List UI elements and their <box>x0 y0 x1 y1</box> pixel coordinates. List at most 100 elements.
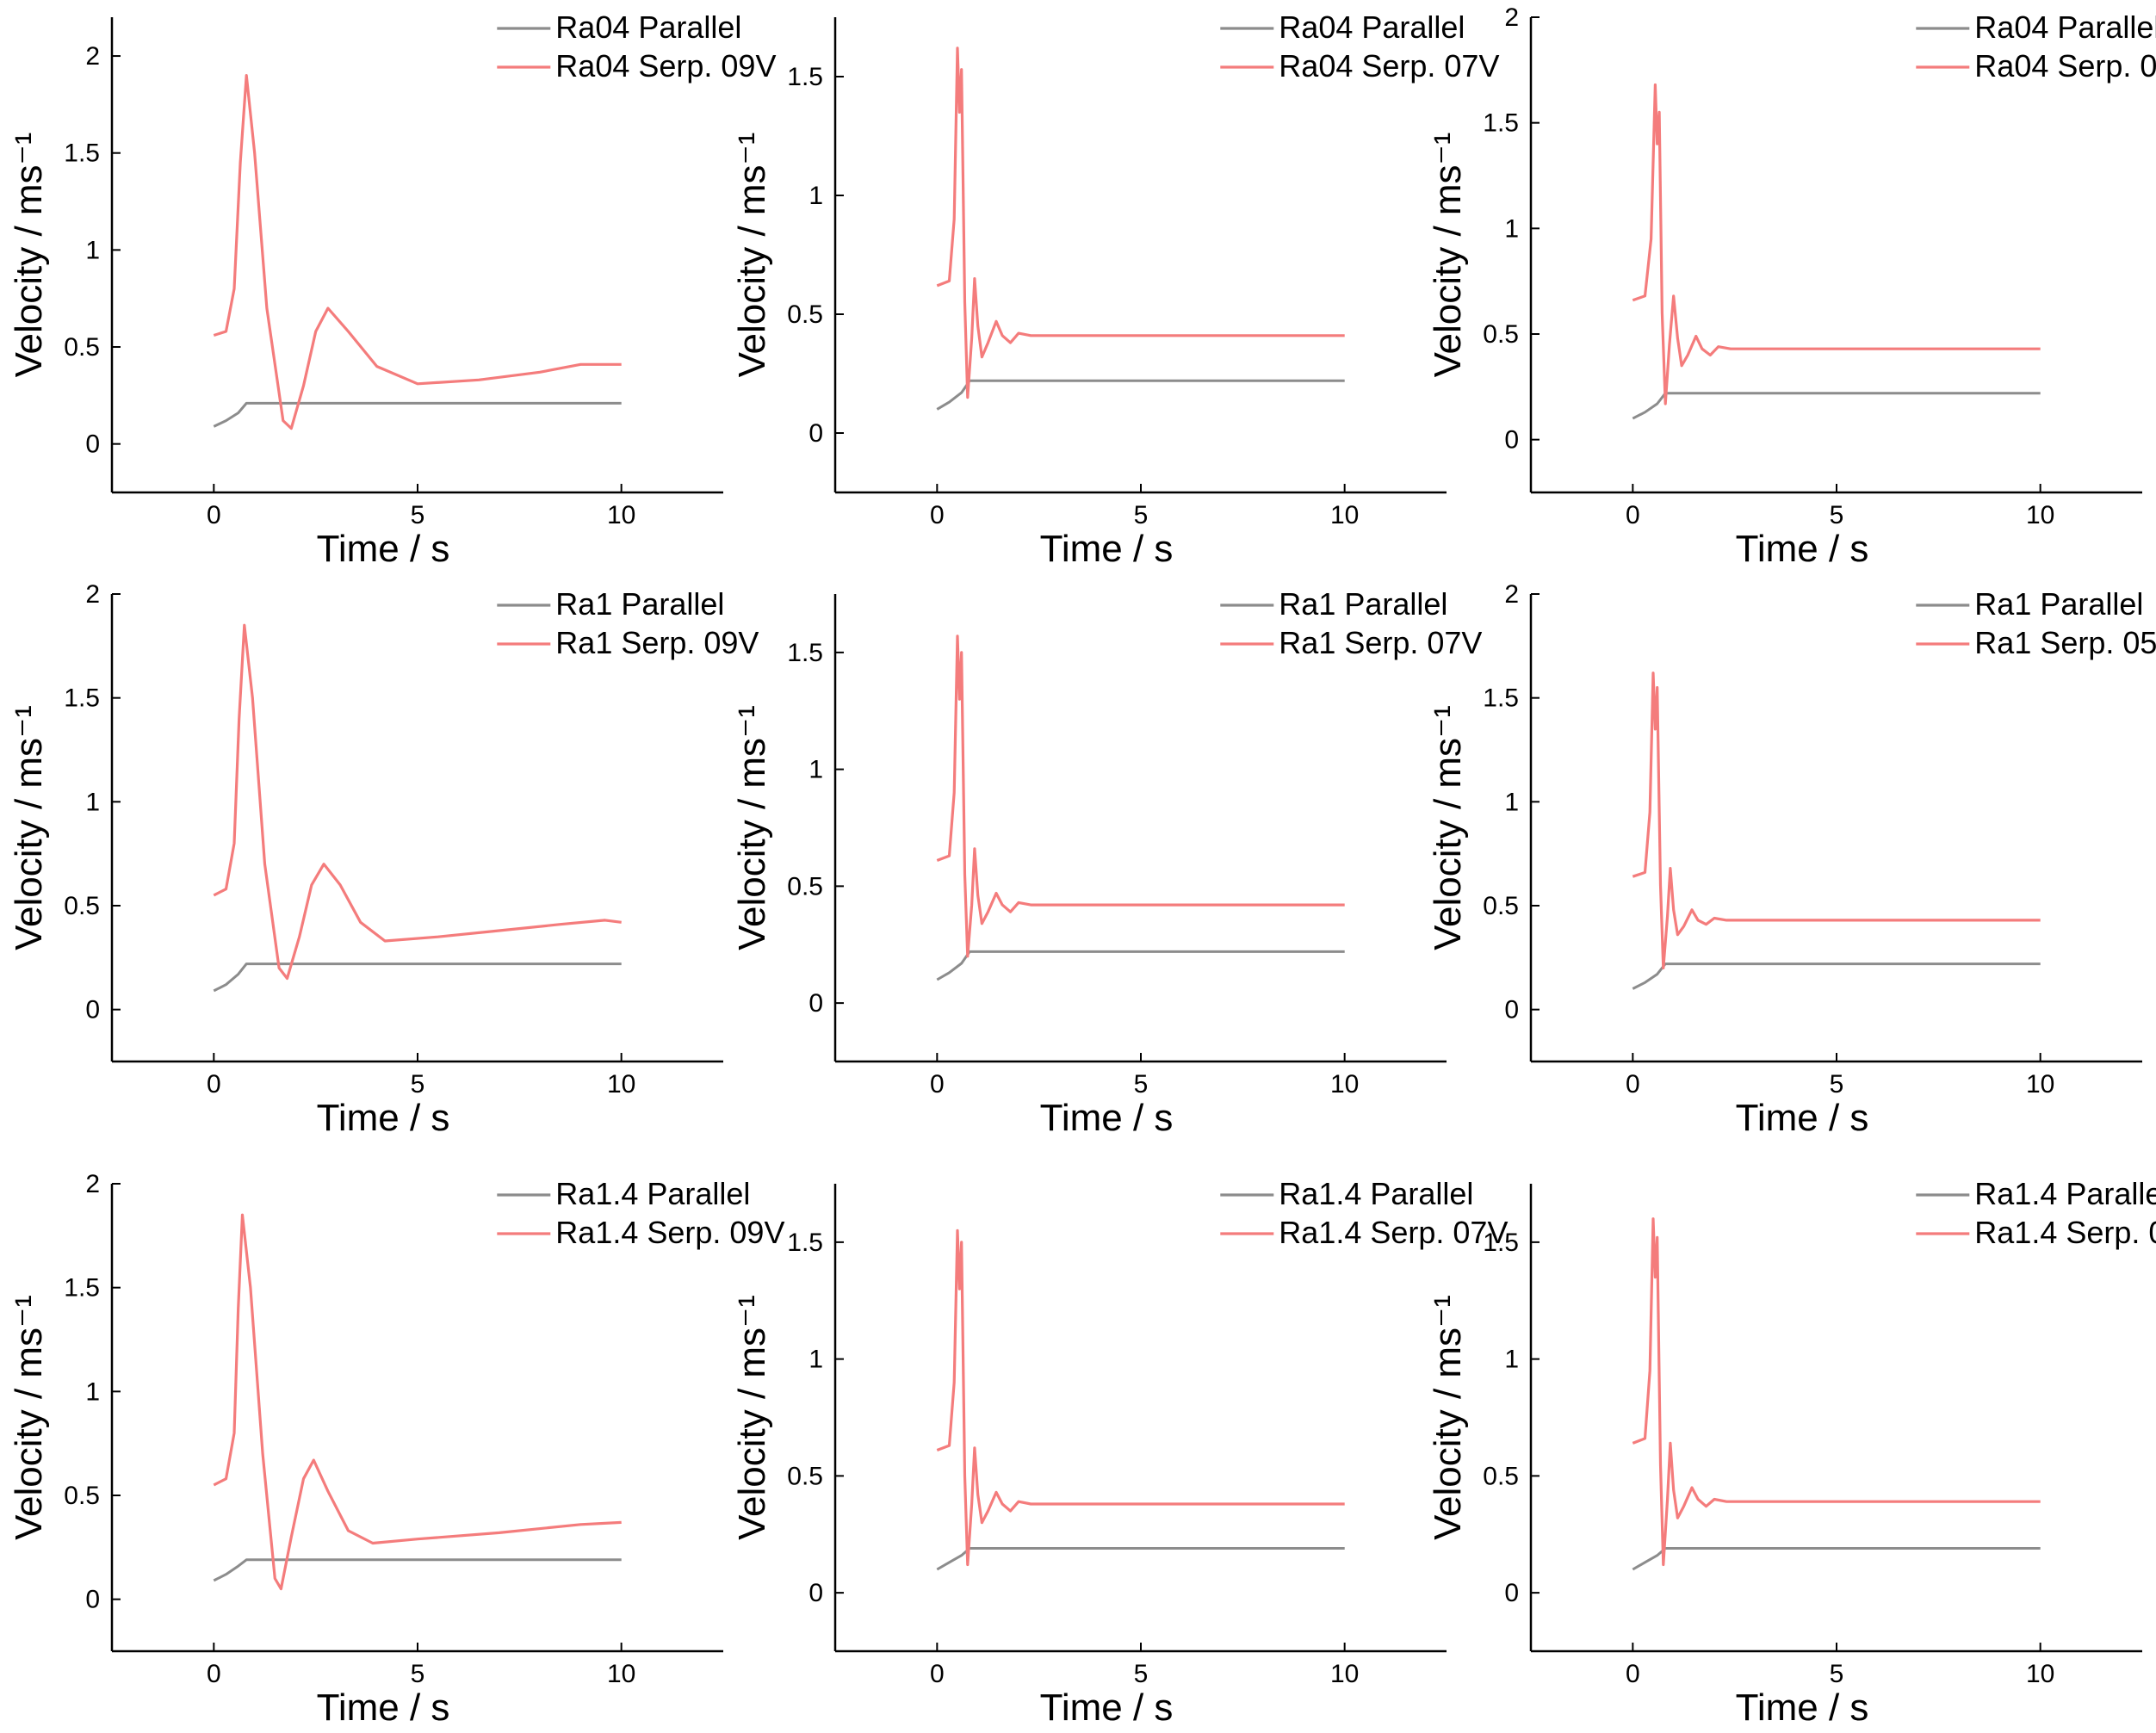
y-tick-label: 2 <box>1504 3 1519 32</box>
legend-label: Ra1.4 Parallel <box>555 1176 750 1211</box>
series-line-serpentine <box>936 46 1345 399</box>
x-tick-label: 0 <box>930 501 945 529</box>
y-tick-label: 2 <box>85 1170 100 1198</box>
y-tick-label: 1 <box>85 788 100 816</box>
chart-bottom-left: 0 0.5 1 1.5 2 0 5 10 Time / s Velocity / ms⁻¹ Ra1.… <box>8 1170 784 1729</box>
x-axis-title: Time / s <box>1040 528 1174 570</box>
y-tick-label: 1.5 <box>787 1229 823 1257</box>
y-tick-label: 0 <box>1504 1579 1519 1607</box>
legend-label: Ra1 Serp. 05V <box>1974 625 2156 660</box>
y-tick-label: 0.5 <box>787 872 823 901</box>
y-tick-label: 0 <box>85 996 100 1024</box>
y-tick-label: 1.5 <box>787 63 823 91</box>
y-tick-label: 0.5 <box>787 300 823 329</box>
y-axis-title: Velocity / ms⁻¹ <box>1427 705 1469 950</box>
x-tick-label: 10 <box>2026 1660 2054 1688</box>
y-tick-label: 0.5 <box>64 333 100 362</box>
series-line-parallel <box>1632 392 2041 420</box>
x-tick-label: 10 <box>607 1660 635 1688</box>
legend-label: Ra1 Serp. 07V <box>1279 625 1482 660</box>
y-tick-label: 0 <box>808 419 823 448</box>
legend-label: Ra1 Parallel <box>1279 586 1447 622</box>
y-tick-label: 1 <box>85 236 100 264</box>
legend-label: Ra04 Serp. 07V <box>1279 48 1499 84</box>
y-tick-label: 1.5 <box>787 639 823 667</box>
x-tick-label: 0 <box>1626 1070 1640 1099</box>
y-tick-label: 1.5 <box>64 684 100 713</box>
series-line-serpentine <box>213 1213 622 1591</box>
y-tick-label: 1.5 <box>1483 684 1519 713</box>
legend-label: Ra1.4 Serp. 05V <box>1974 1215 2156 1250</box>
chart-middle-center: 0 0.5 1 1.5 0 5 10 Time / s Velocity / ms⁻¹ Ra1 P… <box>731 586 1482 1139</box>
y-tick-label: 2 <box>85 580 100 609</box>
y-tick-label: 0 <box>1504 996 1519 1024</box>
y-axis-title: Velocity / ms⁻¹ <box>1427 1295 1469 1540</box>
legend-label: Ra1 Parallel <box>555 586 724 622</box>
x-axis-title: Time / s <box>1736 528 1869 570</box>
x-tick-label: 10 <box>607 501 635 529</box>
chart-top-right: 0 0.5 1 1.5 2 0 5 10 Time / s Velocity / ms⁻¹ Ra04… <box>1427 3 2156 570</box>
y-axis-title: Velocity / ms⁻¹ <box>1427 133 1469 378</box>
y-tick-label: 0.5 <box>787 1462 823 1490</box>
y-tick-label: 0 <box>808 1579 823 1607</box>
series-line-serpentine <box>1632 1217 2041 1567</box>
x-tick-label: 0 <box>207 1660 221 1688</box>
legend-label: Ra1.4 Parallel <box>1974 1176 2156 1211</box>
legend-label: Ra1.4 Serp. 07V <box>1279 1215 1508 1250</box>
chart-middle-right: 0 0.5 1 1.5 2 0 5 10 Time / s Velocity / ms⁻¹ Ra1 … <box>1427 580 2156 1139</box>
legend-label: Ra1 Parallel <box>1974 586 2143 622</box>
y-tick-label: 1.5 <box>1483 1229 1519 1257</box>
legend-label: Ra04 Parallel <box>1279 9 1465 45</box>
x-tick-label: 0 <box>207 1070 221 1099</box>
y-tick-label: 0.5 <box>1483 320 1519 349</box>
y-tick-label: 1 <box>808 182 823 210</box>
x-tick-label: 5 <box>411 501 425 529</box>
series-line-serpentine <box>213 623 622 981</box>
x-axis-title: Time / s <box>1040 1687 1174 1729</box>
chart-bottom-right: 0 0.5 1 1.5 0 5 10 Time / s Velocity / ms⁻¹ Ra1.4… <box>1427 1176 2156 1729</box>
chart-top-left: 0 0.5 1 1.5 2 0 5 10 Time / s Velocity / ms⁻¹ Ra04… <box>8 9 776 570</box>
x-tick-label: 0 <box>930 1070 945 1099</box>
x-tick-label: 5 <box>1134 1660 1149 1688</box>
x-tick-label: 0 <box>207 501 221 529</box>
x-tick-label: 10 <box>2026 501 2054 529</box>
series-line-serpentine <box>1632 83 2041 405</box>
legend-label: Ra04 Serp. 05V <box>1974 48 2156 84</box>
chart-middle-left: 0 0.5 1 1.5 2 0 5 10 Time / s Velocity / ms⁻¹ Ra1 … <box>8 580 759 1139</box>
series-line-serpentine <box>936 634 1345 958</box>
x-tick-label: 10 <box>1330 1070 1359 1099</box>
x-tick-label: 10 <box>1330 501 1359 529</box>
y-tick-label: 0.5 <box>1483 892 1519 920</box>
y-axis-title: Velocity / ms⁻¹ <box>8 133 50 378</box>
y-tick-label: 0 <box>85 430 100 459</box>
x-tick-label: 0 <box>1626 501 1640 529</box>
legend-label: Ra04 Parallel <box>555 9 741 45</box>
y-tick-label: 1 <box>1504 1346 1519 1374</box>
chart-bottom-center: 0 0.5 1 1.5 0 5 10 Time / s Velocity / ms⁻¹ Ra1.4… <box>731 1176 1508 1729</box>
y-tick-label: 1 <box>808 1346 823 1374</box>
y-tick-label: 0.5 <box>1483 1462 1519 1490</box>
x-tick-label: 5 <box>1830 1070 1844 1099</box>
series-line-parallel <box>213 401 622 428</box>
y-tick-label: 0 <box>85 1586 100 1614</box>
legend-label: Ra1.4 Serp. 09V <box>555 1215 784 1250</box>
x-axis-title: Time / s <box>317 528 450 570</box>
legend-label: Ra1 Serp. 09V <box>555 625 759 660</box>
x-tick-label: 5 <box>411 1660 425 1688</box>
y-axis-title: Velocity / ms⁻¹ <box>8 1295 50 1540</box>
series-line-serpentine <box>936 1229 1345 1567</box>
series-line-parallel <box>936 379 1345 411</box>
x-axis-title: Time / s <box>1736 1097 1869 1139</box>
legend-label: Ra1.4 Parallel <box>1279 1176 1473 1211</box>
y-axis-title: Velocity / ms⁻¹ <box>731 705 773 950</box>
x-tick-label: 10 <box>2026 1070 2054 1099</box>
x-tick-label: 5 <box>1134 501 1149 529</box>
series-line-parallel <box>936 1547 1345 1571</box>
y-tick-label: 1.5 <box>1483 109 1519 138</box>
y-axis-title: Velocity / ms⁻¹ <box>731 133 773 378</box>
series-line-parallel <box>1632 1547 2041 1571</box>
y-tick-label: 2 <box>85 42 100 71</box>
y-tick-label: 0.5 <box>64 1482 100 1510</box>
y-tick-label: 1 <box>1504 788 1519 816</box>
